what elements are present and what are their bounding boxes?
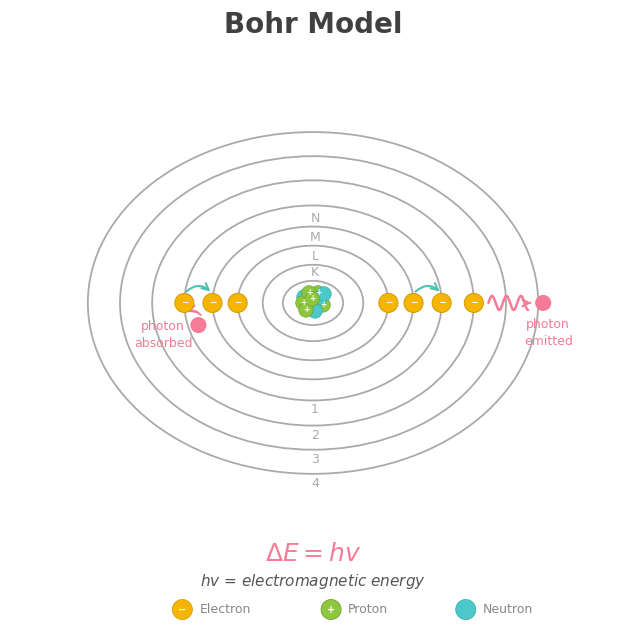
Text: 3: 3 [311,453,319,466]
Circle shape [305,292,319,306]
Text: +: + [309,294,315,304]
Circle shape [302,285,316,300]
Circle shape [295,295,310,310]
Text: M: M [310,230,321,244]
Text: L: L [312,250,319,263]
Text: −: − [410,299,418,307]
Text: K: K [311,266,319,279]
Text: photon
emitted: photon emitted [524,318,573,348]
Text: $\Delta E = hv$: $\Delta E = hv$ [265,542,361,567]
Text: −: − [234,299,242,307]
Text: +: + [306,289,312,297]
Circle shape [203,294,222,312]
Text: −: − [384,299,392,307]
Text: −: − [208,299,216,307]
Text: Bohr Model: Bohr Model [223,11,403,39]
Circle shape [321,600,341,620]
Circle shape [297,290,311,304]
Text: +: + [315,289,321,297]
Circle shape [379,294,398,312]
Text: Electron: Electron [200,603,251,616]
Circle shape [316,298,331,312]
Circle shape [432,294,451,312]
Text: +: + [320,300,326,309]
Text: −: − [470,299,478,307]
Circle shape [172,600,192,620]
Circle shape [190,317,207,333]
Circle shape [228,294,247,312]
Text: +: + [300,299,306,307]
Circle shape [175,294,194,312]
Circle shape [299,303,313,317]
Circle shape [456,600,476,620]
Circle shape [310,285,326,300]
Circle shape [308,304,322,318]
Circle shape [404,294,423,312]
Circle shape [464,294,483,312]
Text: photon
absorbed: photon absorbed [134,320,192,350]
Circle shape [317,287,331,301]
Text: −: − [438,299,446,307]
Text: 2: 2 [311,429,319,441]
Text: $hv$ = electromagnetic energy: $hv$ = electromagnetic energy [200,572,426,591]
Text: N: N [310,212,320,225]
Text: −: − [178,605,187,615]
Circle shape [303,300,317,314]
Text: Proton: Proton [348,603,388,616]
Text: Neutron: Neutron [483,603,533,616]
Circle shape [305,295,321,310]
Text: 4: 4 [311,477,319,490]
Text: +: + [327,605,335,615]
Circle shape [535,295,552,311]
Text: +: + [303,305,309,314]
Text: 1: 1 [311,404,319,416]
Text: −: − [180,299,188,307]
Circle shape [313,290,327,305]
